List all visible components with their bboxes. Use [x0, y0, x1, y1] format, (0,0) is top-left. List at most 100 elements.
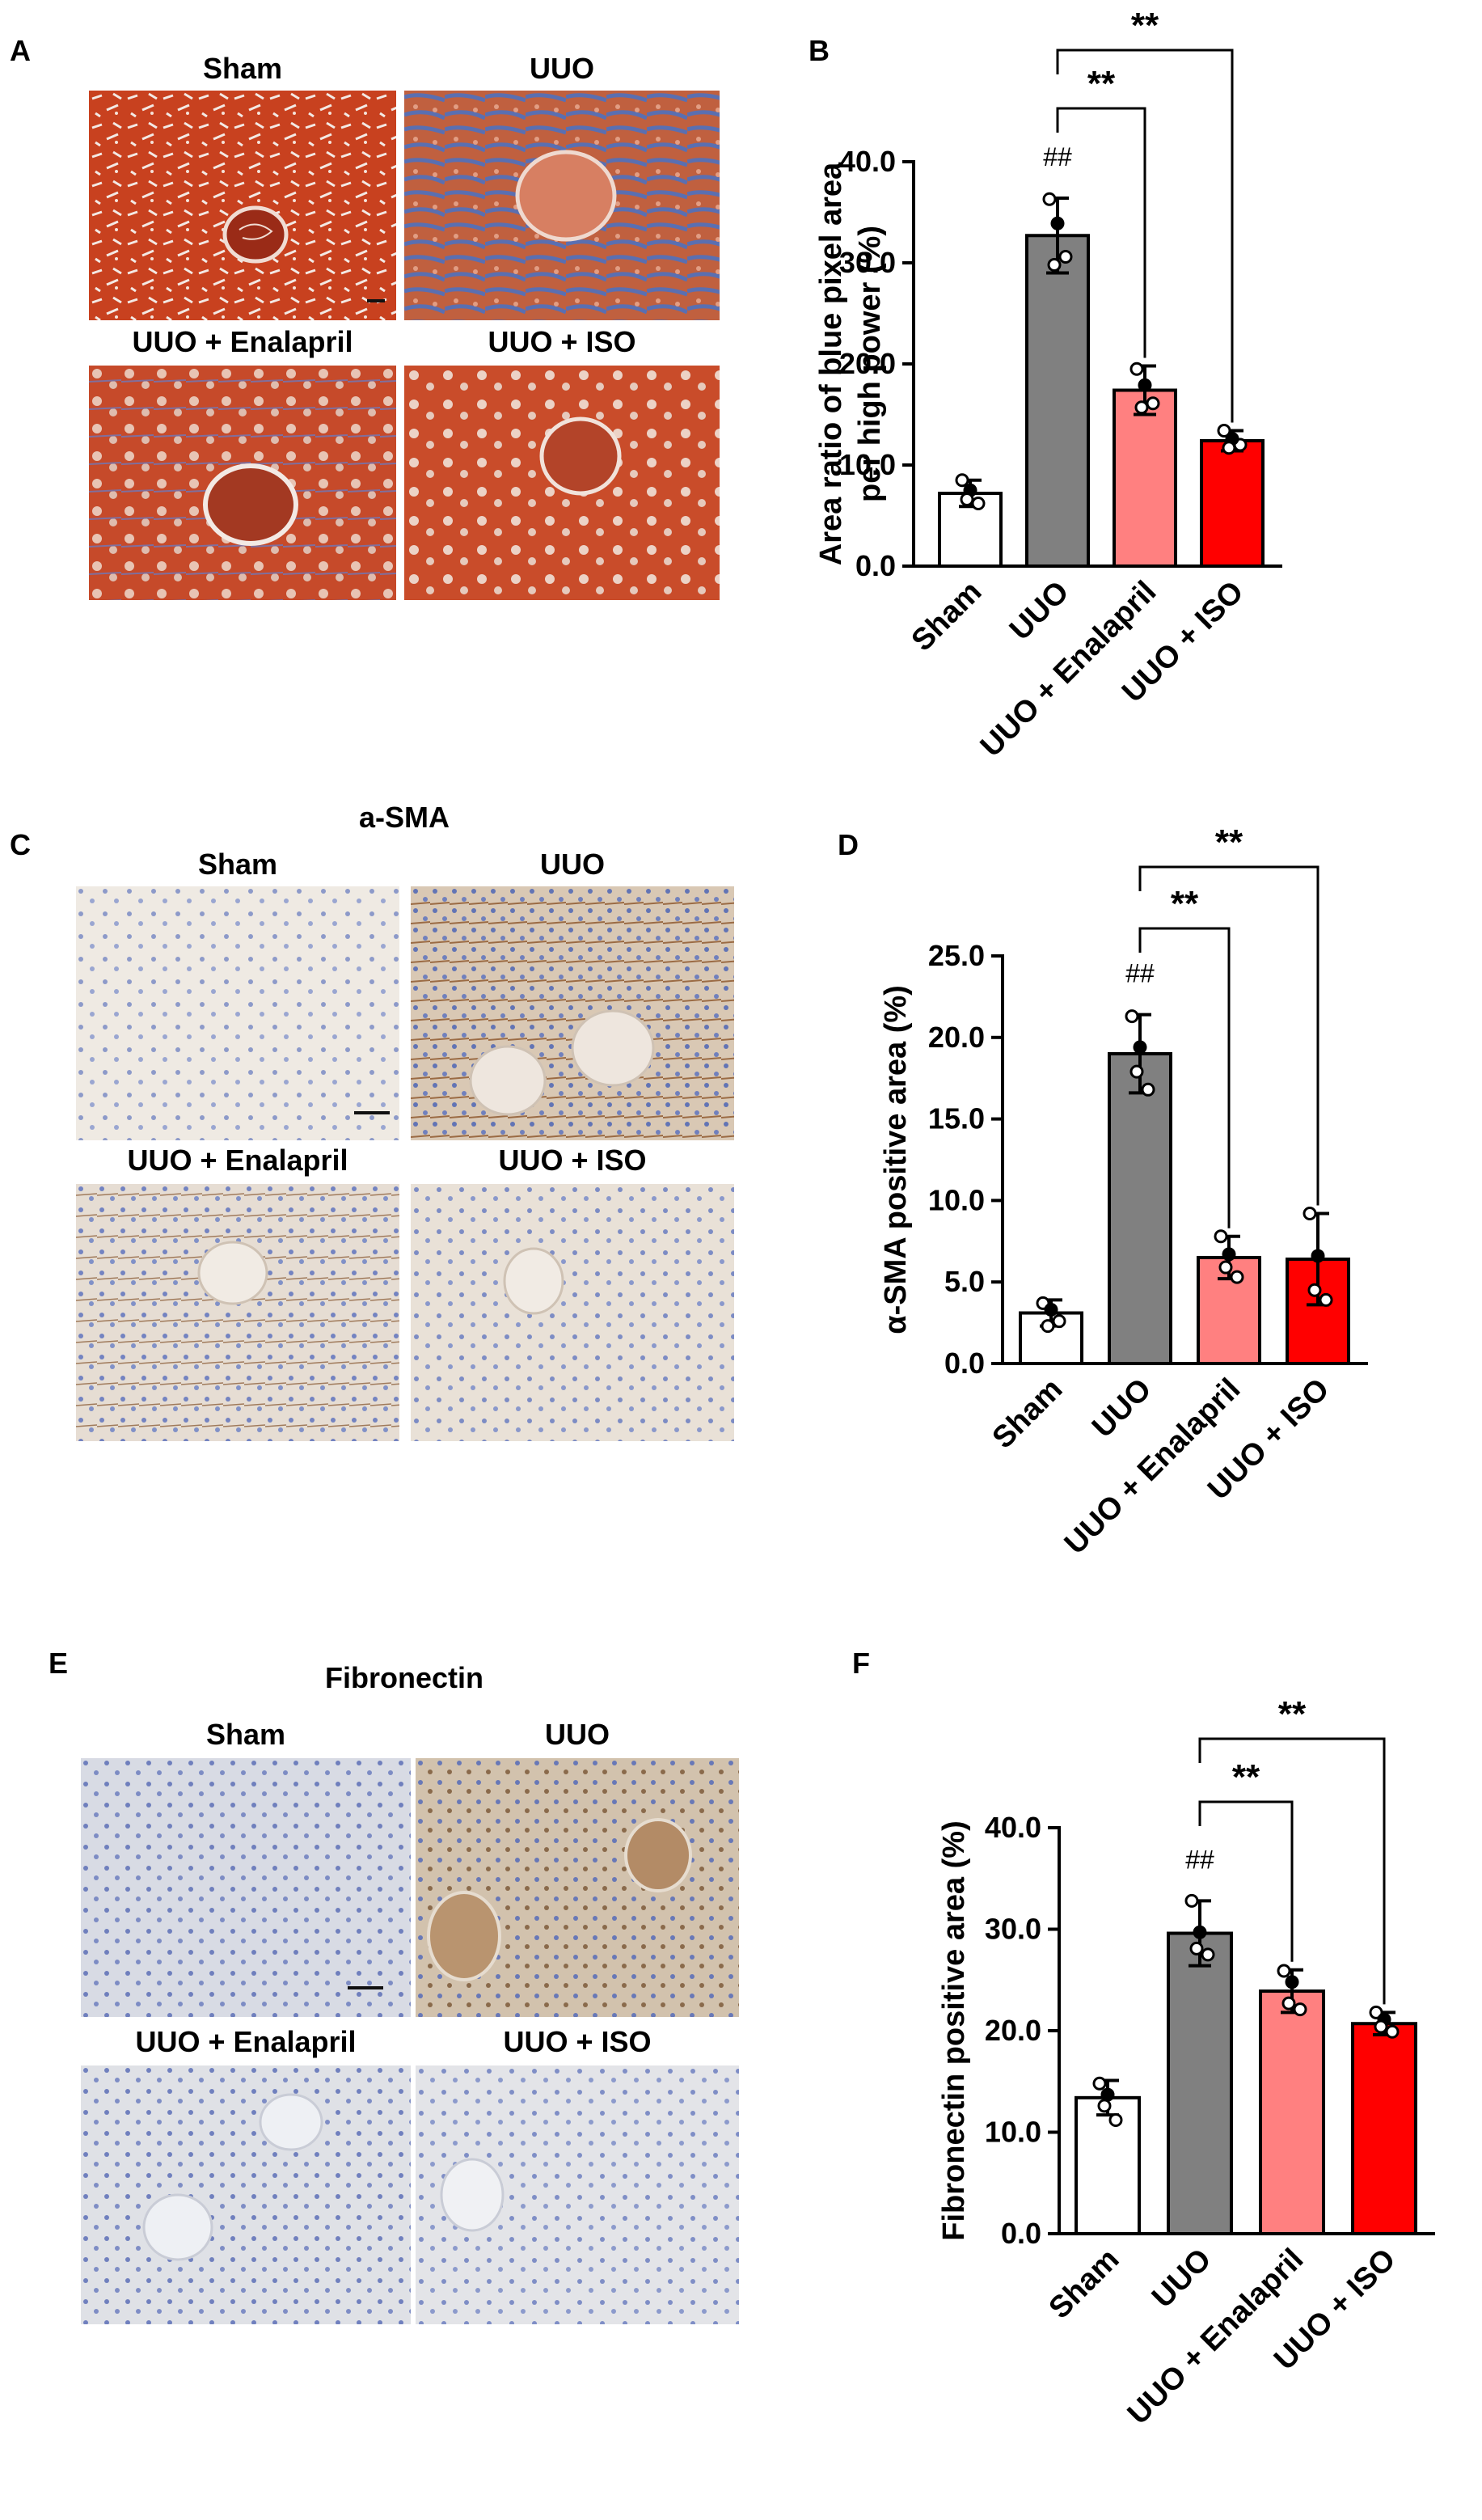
- data-point: [1141, 1082, 1155, 1097]
- bar: [1113, 388, 1177, 568]
- panel-letter-c: C: [10, 828, 31, 861]
- micrograph-trichrome-uuo: [404, 91, 720, 320]
- data-point: [1319, 1292, 1333, 1307]
- y-axis-label: α-SMA positive area (%): [879, 985, 913, 1334]
- data-point: [1217, 424, 1231, 438]
- bar: [1351, 2022, 1417, 2236]
- data-point: [1058, 250, 1073, 264]
- micrograph-fibronectin-uuo-iso: [416, 2065, 739, 2324]
- image-label-uuo-iso: UUO + ISO: [498, 1144, 647, 1177]
- data-point: [1041, 1319, 1055, 1334]
- micrograph-trichrome-uuo-iso: [404, 366, 720, 600]
- data-point: [1129, 1064, 1144, 1079]
- micrograph-asma-sham: [76, 886, 399, 1140]
- x-tick-label: UUO: [1003, 575, 1075, 647]
- data-point: [1042, 192, 1057, 206]
- y-tick-label: 10.0: [928, 1183, 985, 1216]
- significance-hash: ##: [1043, 142, 1072, 171]
- data-point: [1222, 441, 1236, 455]
- x-tick-label: UUO: [1086, 1372, 1158, 1444]
- data-point: [1108, 2112, 1123, 2127]
- data-point: [1230, 1270, 1244, 1284]
- bar: [1167, 1931, 1233, 2236]
- y-tick-label: 15.0: [928, 1102, 985, 1135]
- significance-stars: **: [1087, 64, 1116, 104]
- y-tick-label: 20.0: [985, 2014, 1041, 2047]
- micrograph-fibronectin-uuo: [416, 1758, 739, 2017]
- data-point: [1125, 1009, 1139, 1024]
- data-point: [1201, 1947, 1215, 1962]
- data-point: [1100, 2087, 1115, 2102]
- image-label-uuo: UUO: [540, 848, 605, 881]
- data-point: [1184, 1893, 1199, 1908]
- micrograph-asma-uuo-enalapril: [76, 1184, 399, 1441]
- image-label-uuo-enalapril: UUO + Enalapril: [127, 1144, 348, 1177]
- micrograph-trichrome-uuo-enalapril: [89, 366, 396, 600]
- data-point: [960, 493, 974, 506]
- significance-hash: ##: [1185, 1845, 1214, 1874]
- significance-stars: **: [1278, 1694, 1307, 1734]
- bar: [1108, 1051, 1172, 1365]
- data-point: [1293, 2002, 1307, 2017]
- data-point: [1214, 1229, 1228, 1244]
- significance-stars: **: [1215, 822, 1243, 862]
- y-tick-label: 20.0: [839, 347, 896, 380]
- significance-stars: **: [1232, 1757, 1260, 1797]
- significance-hash: ##: [1125, 959, 1155, 988]
- micrograph-fibronectin-sham: [81, 1758, 411, 2017]
- y-tick-label: 20.0: [928, 1021, 985, 1054]
- image-label-uuo: UUO: [545, 1718, 610, 1751]
- data-point: [1385, 2024, 1400, 2039]
- y-tick-label: 5.0: [944, 1265, 985, 1298]
- data-point: [1050, 216, 1065, 230]
- bar: [1259, 1989, 1325, 2235]
- panel-c-title: a-SMA: [358, 801, 450, 834]
- y-tick-label: 30.0: [839, 246, 896, 279]
- data-point: [1052, 1314, 1066, 1329]
- significance-bracket: [1056, 49, 1234, 423]
- data-point: [1218, 1260, 1233, 1275]
- panel-letter-e: E: [49, 1647, 69, 1680]
- panel-letter-f: F: [852, 1647, 870, 1680]
- data-point: [1129, 362, 1144, 376]
- micrograph-fibronectin-uuo-enalapril: [81, 2065, 411, 2324]
- y-tick-label: 0.0: [1001, 2217, 1041, 2250]
- data-point: [1222, 1247, 1236, 1262]
- x-tick-label: UUO + Enalapril: [1121, 2243, 1311, 2432]
- significance-stars: **: [1131, 6, 1159, 45]
- y-tick-label: 0.0: [944, 1347, 985, 1380]
- significance-bracket: [1138, 927, 1231, 1228]
- bar: [1019, 1311, 1083, 1366]
- y-tick-label: 0.0: [855, 549, 896, 582]
- significance-bracket: [1198, 1800, 1294, 1962]
- y-tick-label: 25.0: [928, 939, 985, 972]
- y-axis-label: Area ratio of blue pixel area: [814, 162, 848, 565]
- bar: [1075, 2095, 1141, 2236]
- image-label-uuo-iso: UUO + ISO: [503, 2025, 652, 2058]
- x-tick-label: Sham: [986, 1372, 1069, 1456]
- data-point: [971, 497, 986, 510]
- data-point: [1311, 1249, 1325, 1263]
- data-point: [1097, 2099, 1112, 2113]
- y-tick-label: 40.0: [839, 145, 896, 178]
- data-point: [1281, 1996, 1296, 2011]
- y-tick-label: 40.0: [985, 1811, 1041, 1844]
- panel-letter-a: A: [10, 34, 31, 67]
- data-point: [955, 473, 969, 488]
- x-tick-label: Sham: [1042, 2243, 1125, 2326]
- bar: [1200, 439, 1265, 568]
- panel-letter-b: B: [809, 34, 830, 67]
- data-point: [1277, 1964, 1291, 1978]
- data-point: [1193, 1925, 1207, 1939]
- image-label-uuo-enalapril: UUO + Enalapril: [135, 2025, 357, 2058]
- chart-d: 0.0 5.0 10.0 15.0 20.0 25.0 α-SMA positive are…: [879, 822, 1368, 1561]
- data-point: [1134, 400, 1149, 415]
- image-label-sham: Sham: [205, 1718, 286, 1751]
- significance-bracket: [1138, 865, 1319, 1206]
- data-point: [1189, 1941, 1204, 1956]
- data-point: [1285, 1975, 1299, 1989]
- chart-f: 0.0 10.0 20.0 30.0 40.0 Fibronectin positive …: [937, 1694, 1435, 2431]
- y-tick-label: 10.0: [839, 448, 896, 481]
- y-axis-label: per high power (%): [853, 226, 887, 502]
